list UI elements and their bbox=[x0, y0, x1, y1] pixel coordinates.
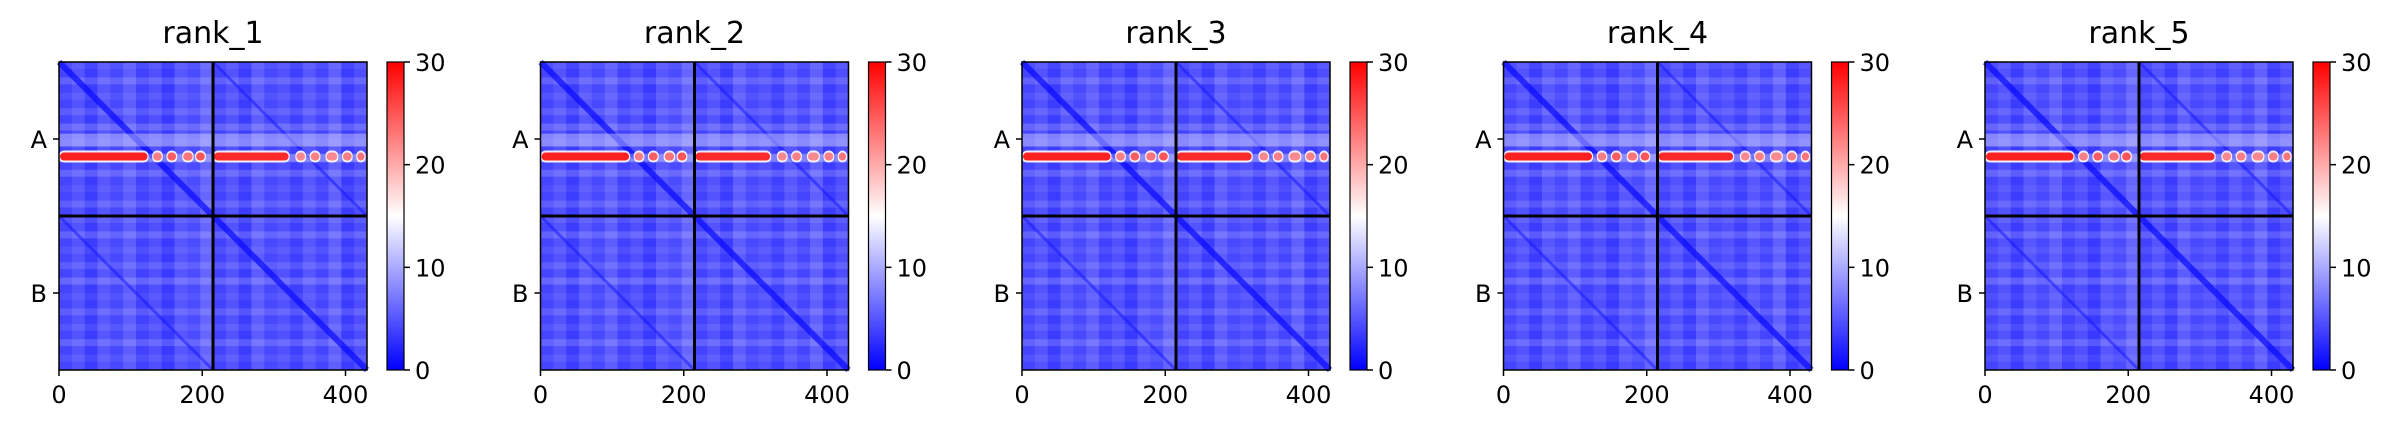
plot-frame bbox=[1021, 61, 1331, 371]
y-tick-label: B bbox=[1475, 280, 1491, 308]
colorbar-tick-label: 20 bbox=[897, 152, 928, 180]
y-tick-label: A bbox=[1475, 126, 1492, 154]
colorbar-tick-label: 10 bbox=[897, 254, 928, 282]
plot-frame bbox=[1984, 61, 2294, 371]
x-tick-label: 200 bbox=[1624, 381, 1670, 409]
colorbar-tick-label: 10 bbox=[2341, 254, 2372, 282]
x-tick-label: 400 bbox=[1286, 381, 1332, 409]
panel-title: rank_4 bbox=[1607, 16, 1708, 51]
x-tick-label: 400 bbox=[323, 381, 369, 409]
colorbar bbox=[1830, 61, 1850, 371]
plot-frame bbox=[58, 61, 368, 371]
x-tick-label: 0 bbox=[1496, 381, 1511, 409]
colorbar bbox=[386, 61, 405, 371]
panel-1: rank_1 A B 0 200 400 0 10 20 30 bbox=[31, 16, 446, 409]
x-tick-label: 400 bbox=[804, 381, 850, 409]
panel-2: rank_2 A B 0 200 400 0 10 20 30 bbox=[512, 16, 927, 409]
colorbar-tick-label: 0 bbox=[897, 357, 912, 385]
x-tick-label: 0 bbox=[1014, 381, 1029, 409]
x-tick-label: 200 bbox=[2105, 381, 2151, 409]
x-tick-label: 400 bbox=[2249, 381, 2295, 409]
y-tick-label: B bbox=[994, 280, 1010, 308]
x-tick-label: 0 bbox=[51, 381, 66, 409]
colorbar-tick-label: 0 bbox=[1860, 357, 1875, 385]
x-tick-label: 200 bbox=[661, 381, 707, 409]
y-tick-label: B bbox=[31, 280, 47, 308]
y-tick-label: B bbox=[512, 280, 528, 308]
panel-title: rank_5 bbox=[2088, 16, 2189, 51]
y-tick-label: B bbox=[1957, 280, 1973, 308]
colorbar-tick-label: 30 bbox=[1860, 49, 1891, 77]
panel-3: rank_3 A B 0 200 400 0 10 20 30 bbox=[994, 16, 1409, 409]
panel-4: rank_4 A B 0 200 400 0 10 20 30 bbox=[1475, 16, 1890, 409]
colorbar-tick-label: 20 bbox=[1860, 152, 1891, 180]
y-tick-label: A bbox=[512, 126, 529, 154]
colorbar-tick-label: 0 bbox=[415, 357, 430, 385]
colorbar-tick-label: 30 bbox=[1378, 49, 1409, 77]
colorbar-tick-label: 10 bbox=[1860, 254, 1891, 282]
colorbar-tick-label: 30 bbox=[2341, 49, 2372, 77]
y-tick-label: A bbox=[1957, 126, 1974, 154]
panel-5: rank_5 A B 0 200 400 0 10 20 30 bbox=[1957, 16, 2372, 409]
y-tick-label: A bbox=[31, 126, 48, 154]
plot-frame bbox=[539, 61, 850, 371]
plot-frame bbox=[1502, 61, 1813, 371]
colorbar bbox=[1349, 61, 1368, 371]
colorbar-tick-label: 30 bbox=[415, 49, 446, 77]
x-tick-label: 200 bbox=[179, 381, 225, 409]
colorbar-tick-label: 20 bbox=[415, 152, 446, 180]
colorbar-tick-label: 10 bbox=[415, 254, 446, 282]
x-tick-label: 200 bbox=[1142, 381, 1188, 409]
x-tick-label: 0 bbox=[533, 381, 548, 409]
colorbar-tick-label: 20 bbox=[2341, 152, 2372, 180]
x-tick-label: 400 bbox=[1767, 381, 1813, 409]
colorbar-tick-label: 20 bbox=[1378, 152, 1409, 180]
colorbar-tick-label: 0 bbox=[1378, 357, 1393, 385]
colorbar-tick-label: 10 bbox=[1378, 254, 1409, 282]
colorbar-tick-label: 30 bbox=[897, 49, 928, 77]
y-tick-label: A bbox=[994, 126, 1011, 154]
colorbar bbox=[867, 61, 887, 371]
x-tick-label: 0 bbox=[1977, 381, 1992, 409]
panel-title: rank_1 bbox=[162, 16, 263, 51]
panel-title: rank_2 bbox=[644, 16, 745, 51]
colorbar-tick-label: 0 bbox=[2341, 357, 2356, 385]
colorbar bbox=[2312, 61, 2331, 371]
panel-title: rank_3 bbox=[1125, 16, 1226, 51]
